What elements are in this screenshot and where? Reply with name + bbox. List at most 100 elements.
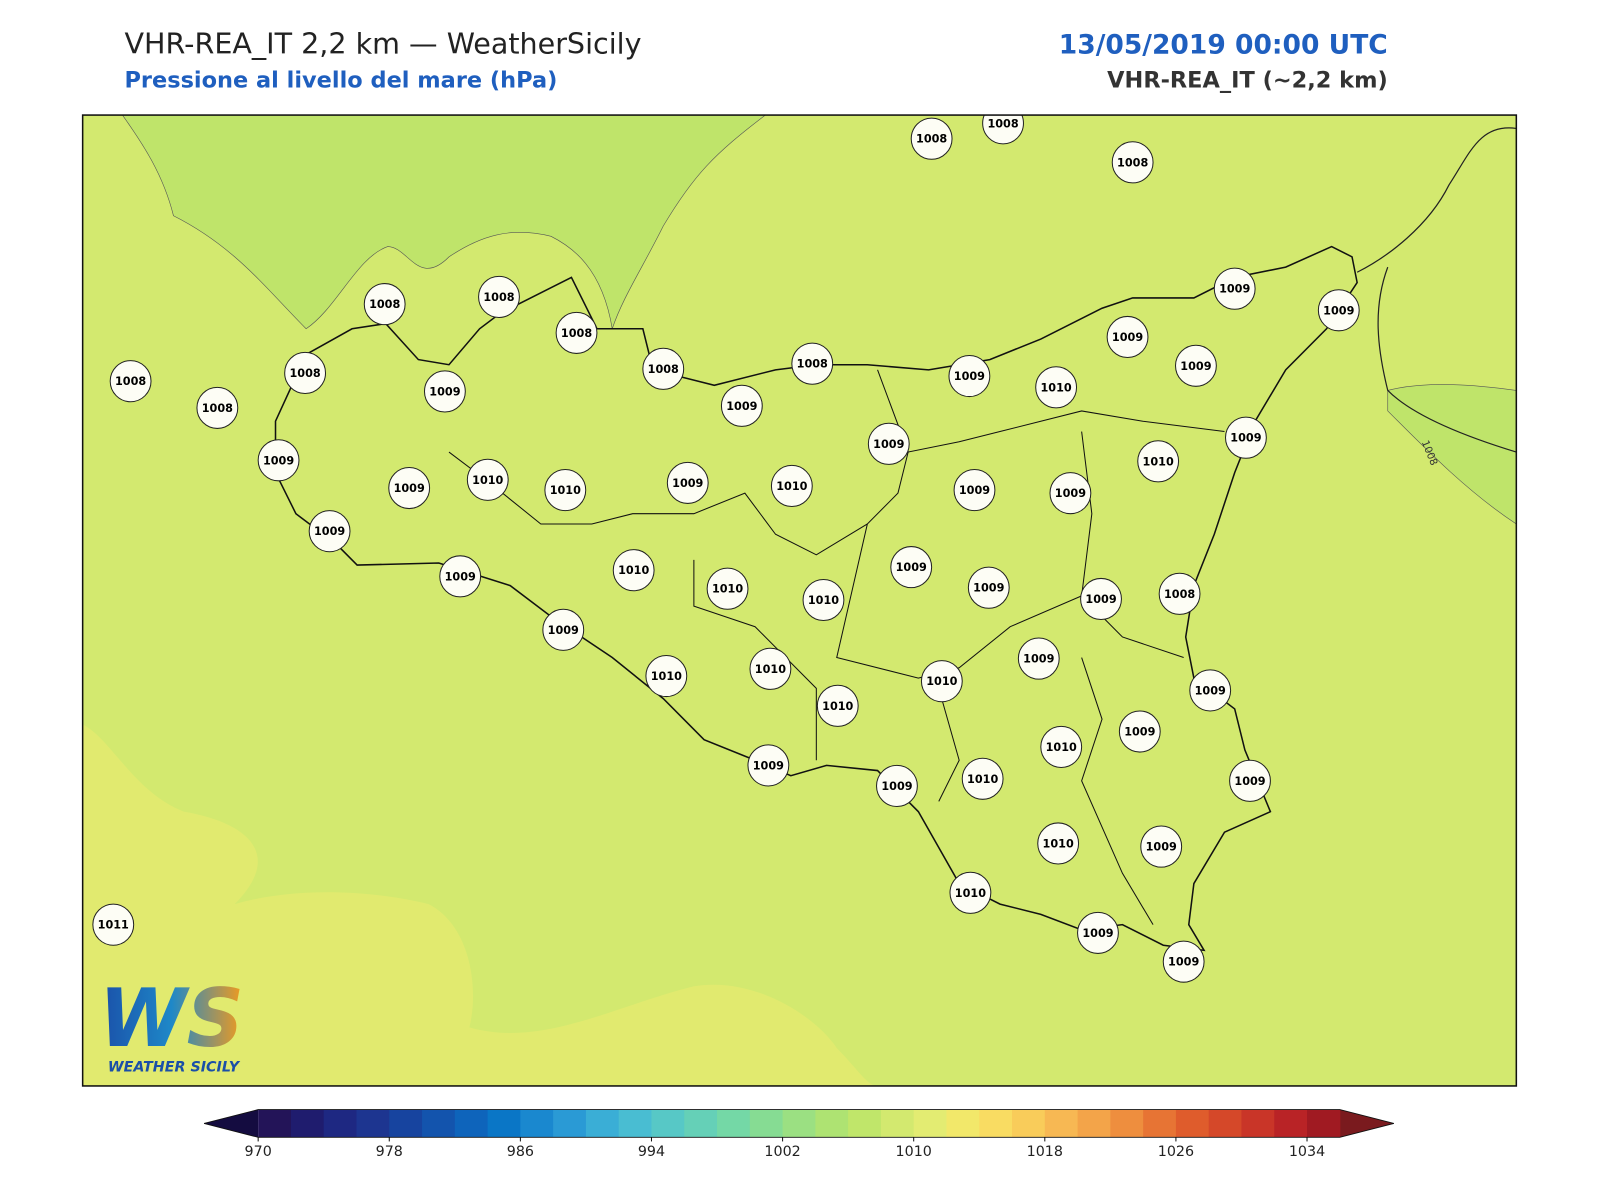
station: 1010	[466, 458, 509, 501]
station: 1009	[1080, 577, 1122, 621]
colorbar-band	[1274, 1109, 1308, 1138]
model: VHR-REA_IT (~2,2 km)	[1107, 67, 1388, 93]
station: 1010	[961, 757, 1004, 800]
station-marker	[439, 555, 482, 598]
station: 1009	[1140, 825, 1183, 868]
logo-mark: WS	[99, 972, 244, 1065]
station-marker	[363, 283, 406, 326]
colorbar-band	[553, 1109, 587, 1138]
logo-text: WEATHER SICILY	[108, 1060, 241, 1076]
station-value: 1009	[881, 780, 912, 793]
station-value: 1009	[1082, 927, 1113, 940]
station-marker	[542, 608, 585, 651]
station-marker	[612, 549, 655, 592]
colorbar-band	[1241, 1109, 1275, 1138]
colorbar-band	[389, 1109, 423, 1138]
station-value: 1009	[1234, 775, 1265, 788]
title: VHR-REA_IT 2,2 km — WeatherSicily	[124, 26, 641, 60]
station-marker	[1140, 825, 1183, 868]
station-value: 1010	[1143, 455, 1174, 468]
station-marker	[1175, 344, 1217, 387]
station: 1009	[666, 461, 709, 504]
station-marker	[1317, 289, 1360, 332]
station: 1009	[1049, 472, 1092, 515]
station-marker	[109, 360, 152, 403]
station: 1009	[542, 608, 585, 651]
station: 1009	[1017, 637, 1060, 680]
station: 1009	[1229, 759, 1271, 802]
station: 1009	[423, 370, 466, 413]
station-value: 1009	[1323, 304, 1354, 317]
station: 1008	[555, 311, 598, 354]
station: 1008	[791, 342, 834, 385]
province-borders	[448, 369, 1225, 925]
station-value: 1009	[394, 482, 425, 495]
station: 1010	[645, 654, 688, 698]
colorbar-band	[1175, 1109, 1210, 1138]
station-marker	[791, 342, 834, 385]
station-marker	[388, 466, 431, 510]
station-value: 1009	[1055, 487, 1086, 500]
station-marker	[257, 439, 300, 482]
station-marker	[1040, 725, 1083, 768]
colorbar-over	[1339, 1109, 1394, 1138]
colorbar-band	[848, 1109, 882, 1138]
station-marker	[967, 566, 1010, 609]
station-marker	[1225, 416, 1267, 459]
station-value: 1008	[561, 327, 592, 340]
station-marker	[816, 684, 859, 727]
station-value: 1010	[776, 480, 807, 493]
station-marker	[1080, 577, 1122, 621]
station: 1009	[257, 439, 300, 482]
station-marker	[876, 764, 918, 808]
colorbar-tick-label: 978	[376, 1144, 403, 1160]
station-marker	[1037, 822, 1080, 865]
station: 1010	[802, 578, 845, 622]
station-value: 1009	[973, 582, 1004, 595]
station-marker	[706, 567, 749, 610]
station-marker	[961, 757, 1004, 800]
station: 1010	[1137, 440, 1180, 483]
station-value: 1008	[1117, 156, 1148, 169]
colorbar-band	[1012, 1109, 1046, 1138]
station-marker	[423, 370, 466, 413]
station-value: 1010	[651, 670, 682, 683]
station: 1009	[1118, 710, 1161, 753]
colorbar-band	[356, 1109, 390, 1138]
station-value: 1010	[618, 564, 649, 577]
station-value: 1010	[1046, 741, 1077, 754]
station-marker	[466, 458, 509, 501]
station-marker	[1189, 669, 1232, 712]
station: 1009	[1077, 911, 1119, 954]
colorbar-band	[520, 1109, 554, 1138]
colorbar-band	[717, 1109, 751, 1138]
station: 1010	[920, 660, 963, 703]
station: 1009	[388, 466, 431, 510]
station-value: 1008	[1164, 588, 1195, 601]
station: 1010	[1040, 725, 1083, 768]
station-marker	[1118, 710, 1161, 753]
station: 1010	[706, 567, 749, 610]
colorbar-band	[487, 1109, 521, 1138]
station: 1008	[478, 275, 520, 318]
colorbar-tick-label: 994	[638, 1144, 665, 1160]
station-value: 1009	[429, 385, 460, 398]
station-value: 1009	[1230, 432, 1261, 445]
station-value: 1010	[755, 663, 786, 676]
colorbar-band	[913, 1109, 947, 1138]
station: 1008	[642, 347, 685, 390]
station-marker	[1017, 637, 1060, 680]
station: 1011	[92, 903, 135, 946]
station: 1010	[749, 647, 792, 690]
station: 1010	[1037, 822, 1080, 865]
colorbar-tick-label: 1034	[1289, 1144, 1325, 1160]
colorbar-band	[258, 1109, 292, 1138]
colorbar-band	[585, 1109, 620, 1138]
station-marker	[802, 578, 845, 622]
station-value: 1010	[926, 675, 957, 688]
station-marker	[982, 115, 1024, 145]
station-marker	[642, 347, 685, 390]
station-marker	[770, 464, 813, 508]
station-marker	[949, 871, 992, 914]
